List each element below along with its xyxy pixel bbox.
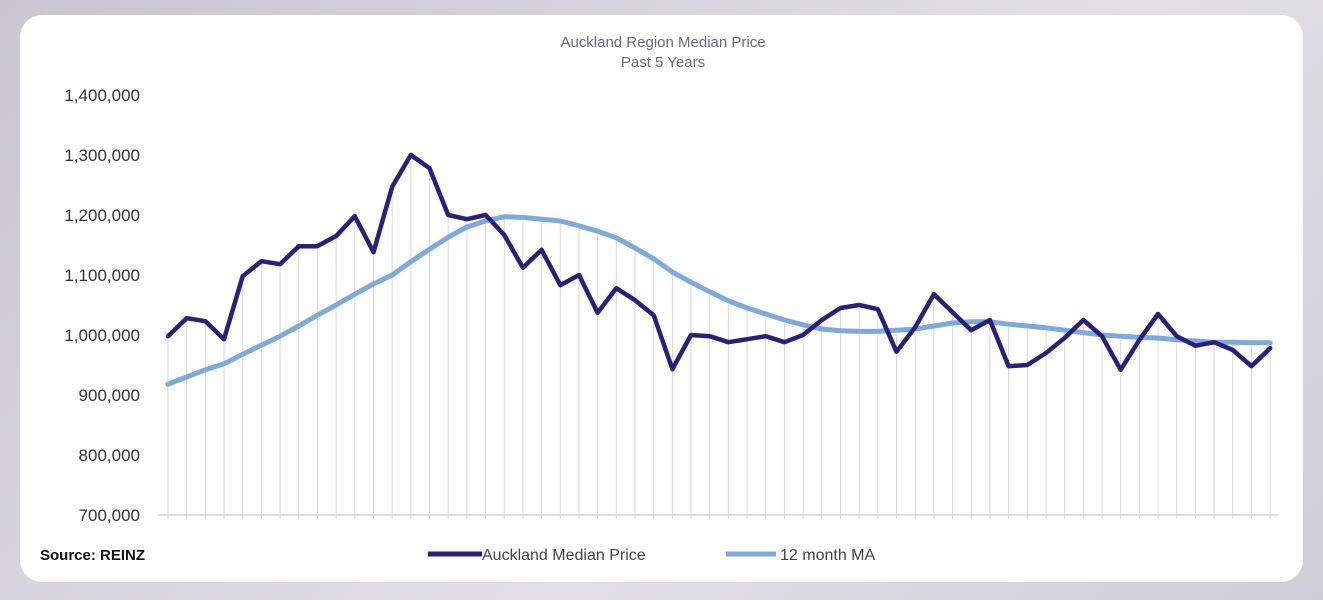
y-tick-label: 1,400,000 bbox=[64, 86, 140, 105]
chart-subtitle: Past 5 Years bbox=[621, 54, 705, 71]
y-tick-label: 1,300,000 bbox=[64, 146, 140, 165]
line-chart: Auckland Region Median Price Past 5 Year… bbox=[40, 34, 1279, 564]
chart-title: Auckland Region Median Price bbox=[560, 34, 765, 51]
source-label: Source: REINZ bbox=[40, 547, 145, 564]
y-tick-label: 1,100,000 bbox=[64, 266, 140, 285]
y-tick-label: 800,000 bbox=[79, 446, 140, 465]
y-tick-label: 1,000,000 bbox=[64, 326, 140, 345]
median-price-series-line bbox=[165, 152, 1273, 373]
y-tick-label: 700,000 bbox=[79, 506, 140, 525]
gridlines bbox=[158, 158, 1279, 519]
legend-label-ma: 12 month MA bbox=[780, 547, 875, 564]
legend-label-median: Auckland Median Price bbox=[482, 547, 646, 564]
y-tick-label: 900,000 bbox=[79, 386, 140, 405]
ma-series-line bbox=[165, 214, 1273, 387]
legend: Auckland Median Price 12 month MA bbox=[428, 547, 875, 564]
chart-card: Auckland Region Median Price Past 5 Year… bbox=[20, 15, 1303, 582]
series-group bbox=[165, 152, 1273, 387]
y-tick-label: 1,200,000 bbox=[64, 206, 140, 225]
y-axis: 1,400,000 1,300,000 1,200,000 1,100,000 1,00… bbox=[64, 86, 140, 525]
